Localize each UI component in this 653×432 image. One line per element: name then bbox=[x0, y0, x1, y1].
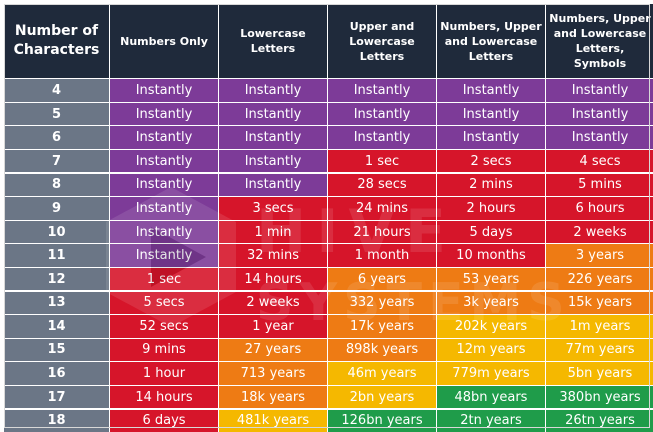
cell-len12-col1: 1 sec bbox=[110, 268, 218, 291]
cell-len7-col2: Instantly bbox=[219, 150, 327, 173]
cell-len11-col5: 3 years bbox=[546, 244, 653, 267]
cell-len8-col2: Instantly bbox=[219, 173, 327, 196]
cell-len12-col2: 14 hours bbox=[219, 268, 327, 291]
cell-len13-col5: 15k years bbox=[546, 291, 653, 314]
cell-len7-col3: 1 sec bbox=[328, 150, 436, 173]
cell-len10-col4: 5 days bbox=[437, 220, 545, 244]
cell-len8-col4: 2 mins bbox=[437, 173, 545, 196]
cell-len16-col5: 5bn years bbox=[546, 362, 653, 385]
cell-len5-col1: Instantly bbox=[110, 102, 218, 126]
cell-len12-col4: 53 years bbox=[437, 268, 545, 291]
cell-len5-col4: Instantly bbox=[437, 102, 545, 126]
cell-len18-col5: 26tn years bbox=[546, 409, 653, 432]
cell-len7-col1: Instantly bbox=[110, 150, 218, 173]
cell-len5-col2: Instantly bbox=[219, 102, 327, 126]
cell-len15-col1: 9 mins bbox=[110, 338, 218, 362]
cell-len6-col2: Instantly bbox=[219, 126, 327, 149]
cell-len4-col2: Instantly bbox=[219, 79, 327, 102]
row-number-10: 10 bbox=[4, 220, 109, 244]
header-numbers-upper-lowercase: Numbers, Upper and Lowercase Letters bbox=[437, 4, 545, 78]
header-numbers-only: Numbers Only bbox=[110, 4, 218, 78]
cell-len6-col5: Instantly bbox=[546, 126, 653, 149]
cell-len13-col3: 332 years bbox=[328, 291, 436, 314]
cell-len7-col4: 2 secs bbox=[437, 150, 545, 173]
header-number-of-characters: Number of Characters bbox=[4, 4, 109, 78]
cell-len18-col2: 481k years bbox=[219, 409, 327, 432]
row-number-16: 16 bbox=[4, 362, 109, 385]
cell-len16-col1: 1 hour bbox=[110, 362, 218, 385]
row-number-5: 5 bbox=[4, 102, 109, 126]
cell-len4-col3: Instantly bbox=[328, 79, 436, 102]
cell-len15-col3: 898k years bbox=[328, 338, 436, 362]
cell-len6-col4: Instantly bbox=[437, 126, 545, 149]
row-number-15: 15 bbox=[4, 338, 109, 362]
cell-len6-col1: Instantly bbox=[110, 126, 218, 149]
cell-len13-col4: 3k years bbox=[437, 291, 545, 314]
cell-len18-col3: 126bn years bbox=[328, 409, 436, 432]
cell-len18-col1: 6 days bbox=[110, 409, 218, 432]
row-number-11: 11 bbox=[4, 244, 109, 267]
cell-len15-col4: 12m years bbox=[437, 338, 545, 362]
row-number-12: 12 bbox=[4, 268, 109, 291]
cell-len9-col5: 6 hours bbox=[546, 197, 653, 220]
cell-len11-col2: 32 mins bbox=[219, 244, 327, 267]
cell-len7-col5: 4 secs bbox=[546, 150, 653, 173]
cell-len14-col2: 1 year bbox=[219, 315, 327, 338]
row-number-13: 13 bbox=[4, 291, 109, 314]
cell-len6-col3: Instantly bbox=[328, 126, 436, 149]
row-number-7: 7 bbox=[4, 150, 109, 173]
cell-len16-col3: 46m years bbox=[328, 362, 436, 385]
cell-len4-col5: Instantly bbox=[546, 79, 653, 102]
cell-len9-col3: 24 mins bbox=[328, 197, 436, 220]
header-lowercase-letters: Lowercase Letters bbox=[219, 4, 327, 78]
row-number-4: 4 bbox=[4, 79, 109, 102]
cell-len15-col2: 27 years bbox=[219, 338, 327, 362]
table-grid: Number of Characters Numbers Only Lowerc… bbox=[4, 4, 653, 432]
cell-len4-col1: Instantly bbox=[110, 79, 218, 102]
cell-len8-col1: Instantly bbox=[110, 173, 218, 196]
cell-len17-col2: 18k years bbox=[219, 386, 327, 409]
cell-len18-col4: 2tn years bbox=[437, 409, 545, 432]
row-number-17: 17 bbox=[4, 386, 109, 409]
cell-len5-col3: Instantly bbox=[328, 102, 436, 126]
password-crack-time-table: Number of Characters Numbers Only Lowerc… bbox=[4, 4, 653, 432]
cell-len14-col1: 52 secs bbox=[110, 315, 218, 338]
row-number-18: 18 bbox=[4, 409, 109, 432]
cell-len8-col5: 5 mins bbox=[546, 173, 653, 196]
cell-len17-col3: 2bn years bbox=[328, 386, 436, 409]
row-number-9: 9 bbox=[4, 197, 109, 220]
header-numbers-upper-lowercase-symbols: Numbers, Upper and Lowercase Letters, Sy… bbox=[546, 4, 653, 78]
row-number-8: 8 bbox=[4, 173, 109, 196]
cell-len10-col3: 21 hours bbox=[328, 220, 436, 244]
cell-len13-col1: 5 secs bbox=[110, 291, 218, 314]
cell-len17-col5: 380bn years bbox=[546, 386, 653, 409]
cell-len14-col5: 1m years bbox=[546, 315, 653, 338]
cell-len14-col3: 17k years bbox=[328, 315, 436, 338]
header-upper-and-lowercase-letters: Upper and Lowercase Letters bbox=[328, 4, 436, 78]
cell-len14-col4: 202k years bbox=[437, 315, 545, 338]
cell-len15-col5: 77m years bbox=[546, 338, 653, 362]
cell-len10-col1: Instantly bbox=[110, 220, 218, 244]
cell-len11-col3: 1 month bbox=[328, 244, 436, 267]
cell-len8-col3: 28 secs bbox=[328, 173, 436, 196]
row-number-6: 6 bbox=[4, 126, 109, 149]
cell-len9-col1: Instantly bbox=[110, 197, 218, 220]
cell-len9-col4: 2 hours bbox=[437, 197, 545, 220]
cell-len16-col2: 713 years bbox=[219, 362, 327, 385]
row-number-14: 14 bbox=[4, 315, 109, 338]
cell-len17-col4: 48bn years bbox=[437, 386, 545, 409]
cell-len10-col2: 1 min bbox=[219, 220, 327, 244]
cell-len10-col5: 2 weeks bbox=[546, 220, 653, 244]
cell-len11-col1: Instantly bbox=[110, 244, 218, 267]
cell-len4-col4: Instantly bbox=[437, 79, 545, 102]
cell-len12-col3: 6 years bbox=[328, 268, 436, 291]
cell-len17-col1: 14 hours bbox=[110, 386, 218, 409]
cell-len12-col5: 226 years bbox=[546, 268, 653, 291]
cell-len13-col2: 2 weeks bbox=[219, 291, 327, 314]
cell-len16-col4: 779m years bbox=[437, 362, 545, 385]
cell-len5-col5: Instantly bbox=[546, 102, 653, 126]
cell-len11-col4: 10 months bbox=[437, 244, 545, 267]
cell-len9-col2: 3 secs bbox=[219, 197, 327, 220]
